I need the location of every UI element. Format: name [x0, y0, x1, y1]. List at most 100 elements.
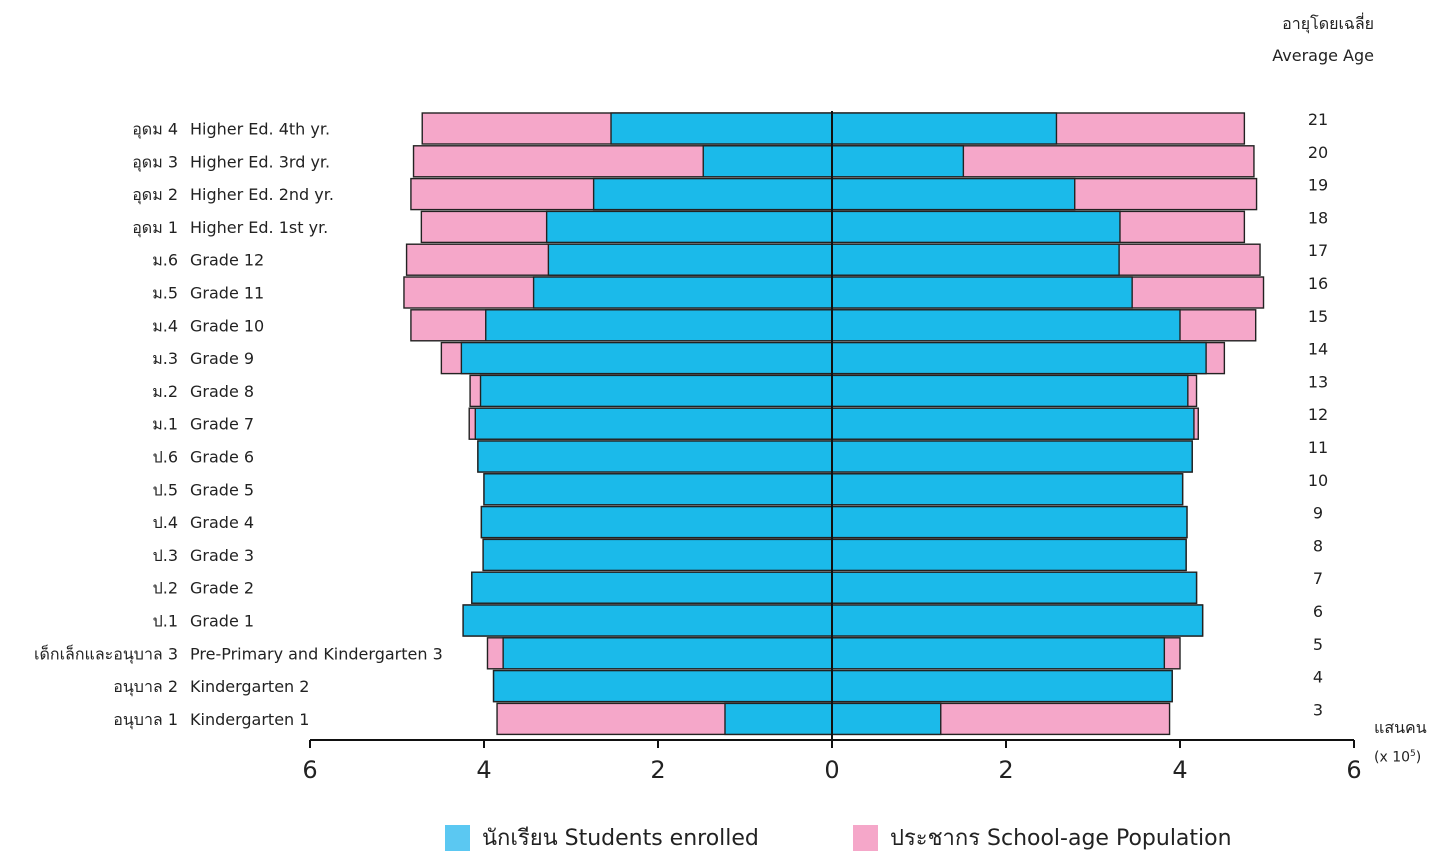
- category-label-th: ม.3: [152, 349, 178, 368]
- bar-enrolled-right: [831, 538, 1187, 572]
- bar-enrolled-right: [831, 341, 1207, 375]
- category-label-th: อุดม 2: [132, 185, 178, 205]
- bar-enrolled-right: [831, 637, 1166, 670]
- category-label-en: Higher Ed. 2nd yr.: [190, 185, 334, 204]
- category-label-th: ป.1: [153, 612, 178, 631]
- category-label-th: ป.4: [153, 513, 178, 532]
- average-age-label: 19: [1308, 176, 1328, 195]
- bar-enrolled-left: [592, 177, 833, 211]
- category-label-en: Kindergarten 2: [190, 677, 309, 696]
- category-label-en: Grade 6: [190, 448, 254, 467]
- average-age-label: 7: [1313, 569, 1323, 588]
- legend-label-population: ประชากร School-age Population: [890, 826, 1232, 851]
- average-age-label: 21: [1308, 110, 1328, 129]
- category-label-th: อนุบาล 1: [113, 710, 178, 730]
- legend-item-population: ประชากร School-age Population: [853, 820, 1232, 855]
- average-age-label: 14: [1308, 340, 1328, 359]
- bar-enrolled-right: [831, 407, 1195, 440]
- bar-enrolled-right: [831, 243, 1120, 276]
- bar-enrolled-right: [831, 309, 1181, 342]
- average-age-label: 18: [1308, 208, 1328, 227]
- average-age-label: 5: [1313, 635, 1323, 654]
- average-age-label: 15: [1308, 307, 1328, 326]
- category-label-th: ป.3: [153, 546, 178, 565]
- x-tick-label: 4: [1172, 756, 1187, 784]
- bar-enrolled-left: [462, 604, 833, 637]
- category-label-th: อนุบาล 2: [113, 677, 178, 697]
- category-label-en: Higher Ed. 4th yr.: [190, 120, 330, 139]
- bar-enrolled-right: [831, 177, 1076, 211]
- bar-enrolled-left: [471, 571, 833, 604]
- x-unit-prefix: (x 10: [1374, 749, 1411, 766]
- average-age-label: 16: [1308, 274, 1328, 293]
- category-label-th: ป.2: [153, 579, 178, 598]
- average-age-label: 12: [1308, 405, 1328, 424]
- x-tick-label: 6: [302, 756, 317, 784]
- category-label-en: Grade 8: [190, 382, 254, 401]
- bar-enrolled-right: [831, 505, 1188, 539]
- legend-label-enrolled: นักเรียน Students enrolled: [482, 826, 759, 851]
- category-label-en: Grade 10: [190, 316, 264, 335]
- legend-swatch-population: [853, 824, 878, 851]
- bar-enrolled-left: [480, 505, 833, 539]
- average-age-label: 8: [1313, 536, 1323, 555]
- bar-enrolled-right: [831, 276, 1133, 309]
- bar-enrolled-right: [831, 440, 1193, 473]
- category-label-en: Grade 3: [190, 546, 254, 565]
- bar-enrolled-left: [483, 473, 833, 506]
- category-label-en: Grade 2: [190, 579, 254, 598]
- bar-enrolled-left: [492, 669, 833, 703]
- category-label-th: ม.5: [152, 284, 178, 303]
- category-label-en: Grade 1: [190, 612, 254, 631]
- bar-enrolled-left: [477, 440, 833, 473]
- bar-enrolled-left: [460, 341, 833, 375]
- bar-enrolled-left: [702, 145, 833, 178]
- x-unit-scale: (x 105): [1374, 749, 1421, 766]
- average-age-label: 20: [1308, 143, 1328, 162]
- average-age-header-thai: อายุโดยเฉลี่ย: [1282, 14, 1374, 33]
- category-label-th: อุดม 4: [132, 120, 178, 140]
- bar-enrolled-left: [610, 112, 833, 145]
- x-unit-close: ): [1415, 749, 1422, 766]
- x-unit-exponent: 5: [1410, 749, 1416, 759]
- category-label-en: Higher Ed. 1st yr.: [190, 218, 328, 237]
- bar-enrolled-left: [482, 538, 833, 572]
- category-label-en: Grade 11: [190, 284, 264, 303]
- category-label-th: ม.2: [152, 382, 178, 401]
- average-age-label: 11: [1308, 438, 1328, 457]
- category-label-th: เด็กเล็กและอนุบาล 3: [34, 643, 178, 664]
- bar-enrolled-left: [532, 276, 833, 309]
- bar-enrolled-right: [831, 210, 1121, 244]
- bar-enrolled-left: [474, 407, 833, 440]
- category-label-th: ม.1: [152, 415, 178, 434]
- category-label-en: Grade 7: [190, 415, 254, 434]
- average-age-label: 10: [1308, 471, 1328, 490]
- average-age-header-english: Average Age: [1272, 46, 1374, 65]
- category-label-th: ม.6: [152, 251, 178, 270]
- category-label-th: ป.6: [153, 448, 178, 467]
- bar-enrolled-left: [547, 243, 833, 276]
- bar-enrolled-left: [724, 702, 833, 736]
- category-label-th: ม.4: [152, 316, 178, 335]
- average-age-label: 4: [1313, 668, 1323, 687]
- category-label-en: Pre-Primary and Kindergarten 3: [190, 644, 443, 663]
- x-tick-label: 0: [824, 756, 839, 784]
- bar-enrolled-left: [502, 637, 833, 670]
- bar-enrolled-right: [831, 374, 1189, 408]
- category-label-th: ป.5: [153, 480, 178, 499]
- x-tick-label: 2: [650, 756, 665, 784]
- bar-enrolled-left: [545, 210, 833, 244]
- bar-enrolled-right: [831, 604, 1204, 637]
- legend-item-enrolled: นักเรียน Students enrolled: [445, 820, 759, 855]
- category-label-th: อุดม 1: [132, 218, 178, 238]
- x-unit-thai: แสนคน: [1374, 718, 1427, 737]
- bar-enrolled-right: [831, 473, 1184, 506]
- bar-enrolled-right: [831, 571, 1198, 604]
- x-tick-label: 6: [1346, 756, 1361, 784]
- average-age-label: 13: [1308, 372, 1328, 391]
- category-label-en: Grade 9: [190, 349, 254, 368]
- legend-swatch-enrolled: [445, 824, 470, 851]
- average-age-label: 6: [1313, 602, 1323, 621]
- category-label-en: Higher Ed. 3rd yr.: [190, 152, 330, 171]
